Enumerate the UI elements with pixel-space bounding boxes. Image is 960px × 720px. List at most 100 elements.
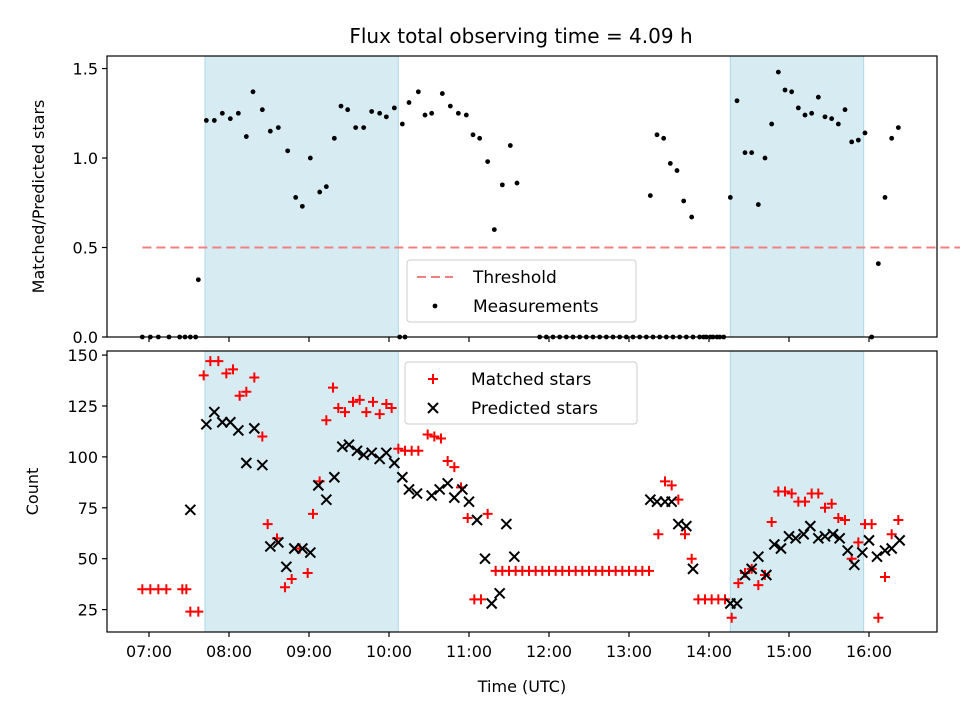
matched-star-point <box>228 364 238 375</box>
matched-star-point <box>333 403 344 414</box>
matched-star-point <box>880 572 890 583</box>
x-tick-label: 16:00 <box>846 642 892 661</box>
matched-star-point <box>442 455 453 466</box>
predicted-star-point <box>256 459 269 471</box>
matched-star-point <box>368 396 378 407</box>
predicted-legend-swatch <box>427 402 439 414</box>
predicted-star-point <box>856 546 869 559</box>
bottom-y-tick-label: 150 <box>67 346 98 365</box>
measurement-point <box>829 116 835 122</box>
bottom-shaded-interval <box>729 350 865 633</box>
matched-star-point <box>393 443 404 454</box>
measurement-point <box>755 202 761 207</box>
top-y-axis-label: Matched/Predicted stars <box>29 100 48 294</box>
predicted-star-point <box>328 471 341 483</box>
x-axis-label: Time (UTC) <box>477 677 566 696</box>
matched-star-point <box>308 508 318 519</box>
predicted-star-point <box>797 528 810 540</box>
predicted-star-point <box>396 471 409 483</box>
x-tick-label: 10:00 <box>366 642 412 661</box>
measurement-point <box>219 110 225 116</box>
x-tick-label: 15:00 <box>766 642 812 661</box>
matched-star-point <box>886 529 897 540</box>
matched-star-point <box>766 517 777 528</box>
bottom-y-tick-label: 125 <box>67 397 98 416</box>
matched-star-point <box>873 612 884 623</box>
x-tick-label: 12:00 <box>526 642 572 661</box>
matched-star-point <box>820 502 830 513</box>
predicted-star-point <box>841 544 854 557</box>
bottom-legend-label: Predicted stars <box>471 399 598 419</box>
matched-star-point <box>286 574 297 585</box>
bottom-axes-frame <box>106 350 938 633</box>
matched-star-point <box>422 429 433 440</box>
matched-star-point <box>786 488 797 499</box>
matched-star-point <box>680 529 690 540</box>
measurement-point <box>742 150 748 156</box>
predicted-star-point <box>357 449 370 461</box>
matched-star-point <box>449 462 460 473</box>
predicted-star-point <box>471 514 483 526</box>
measurement-point <box>727 194 733 200</box>
bottom-legend-box <box>404 361 638 425</box>
predicted-star-point <box>320 493 333 506</box>
measurement-point <box>782 87 788 93</box>
measurement-point <box>338 103 344 109</box>
measurement-point <box>789 89 795 95</box>
matched-star-point <box>354 394 365 405</box>
predicted-star-point <box>775 542 787 555</box>
measurement-point <box>415 89 421 95</box>
matched-star-point <box>686 553 697 564</box>
x-tick-label: 09:00 <box>286 642 332 661</box>
measurement-point <box>809 110 815 116</box>
measurement-point <box>331 135 337 141</box>
predicted-star-point <box>403 483 415 496</box>
predicted-star-point <box>833 532 846 545</box>
measurement-point <box>195 277 201 283</box>
bottom-axes: 25 50 75 100 125 150 07:00 08:00 09:00 10:00 11:00… <box>23 346 938 696</box>
measurement-point <box>674 168 680 173</box>
predicted-star-point <box>819 530 831 543</box>
measurement-point <box>661 135 667 141</box>
matched-star-point <box>800 496 810 507</box>
measurement-point <box>802 112 808 118</box>
predicted-star-point <box>752 550 765 563</box>
predicted-star-point <box>380 447 393 459</box>
predicted-star-point <box>425 489 438 502</box>
x-tick-label: 13:00 <box>606 642 652 661</box>
measurement-point <box>795 105 801 111</box>
predicted-star-point <box>351 445 363 457</box>
matched-star-point <box>866 519 877 530</box>
top-y-tick-label: 0.0 <box>73 328 98 347</box>
x-tick-label: 11:00 <box>446 642 492 661</box>
measurement-point <box>882 194 888 200</box>
bottom-y-tick-label: 50 <box>78 550 98 569</box>
measurement-point <box>875 261 881 267</box>
predicted-star-point <box>232 424 245 437</box>
predicted-star-point <box>304 546 317 559</box>
measurement-point <box>203 118 209 123</box>
matched-star-point <box>280 582 290 593</box>
measurement-point <box>377 110 383 116</box>
measurement-point <box>842 107 848 113</box>
measurement-point <box>317 189 323 195</box>
predicted-star-point <box>264 540 277 553</box>
matched-star-point <box>221 368 232 379</box>
matched-star-point <box>381 398 392 409</box>
top-axes-frame <box>106 55 938 338</box>
predicted-star-point <box>456 483 469 496</box>
measurement-point <box>775 69 781 75</box>
top-legend-label: Threshold <box>472 268 557 288</box>
top-y-tick-label: 1.5 <box>73 60 98 79</box>
predicted-star-point <box>879 544 891 557</box>
predicted-star-point <box>680 520 693 532</box>
predicted-star-point <box>248 422 261 435</box>
predicted-star-point <box>184 504 197 516</box>
bottom-shaded-interval <box>204 350 399 633</box>
measurement-point <box>275 125 281 130</box>
measurement-point <box>323 184 329 190</box>
measurement-point <box>862 130 868 136</box>
top-legend-box <box>406 259 637 323</box>
matched-star-point <box>328 382 338 393</box>
